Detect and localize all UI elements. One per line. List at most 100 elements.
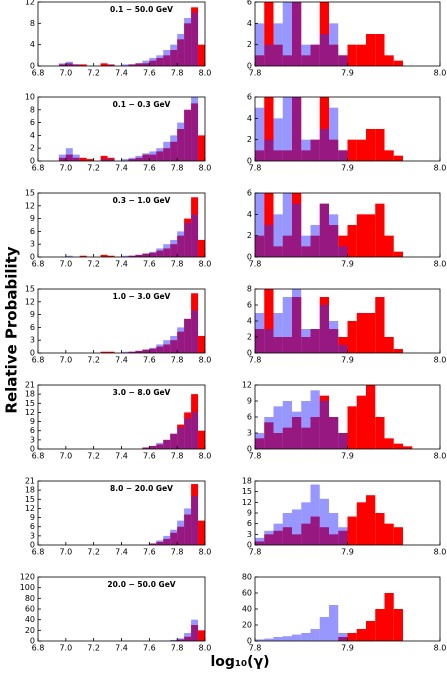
- x-tick-label: 8.0: [199, 164, 212, 173]
- y-tick-label: 12: [25, 408, 35, 417]
- bar: [163, 535, 171, 545]
- bar: [329, 107, 339, 161]
- y-tick-label: 6: [247, 519, 252, 528]
- bar: [142, 253, 150, 257]
- bar: [319, 34, 329, 66]
- bar: [121, 255, 129, 257]
- bar: [264, 139, 274, 161]
- bar: [177, 427, 185, 449]
- x-tick-label: 8.0: [199, 452, 212, 461]
- bar: [135, 350, 143, 353]
- bar: [301, 633, 311, 641]
- bar: [72, 64, 80, 66]
- bar: [128, 64, 136, 66]
- bar: [338, 433, 348, 449]
- bar: [292, 203, 302, 257]
- y-tick-label: 0: [30, 349, 35, 358]
- panel-title: 1.0 − 3.0 GeV: [113, 292, 171, 301]
- bar: [184, 633, 192, 641]
- y-tick-label: 3: [30, 531, 35, 540]
- x-tick-label: 7.9: [341, 452, 354, 461]
- y-tick-label: 8: [247, 285, 252, 294]
- y-tick-label: 100: [20, 583, 35, 592]
- bar: [384, 523, 394, 545]
- y-tick-label: 2: [247, 231, 252, 240]
- bar: [375, 297, 385, 353]
- y-tick-label: 18: [25, 486, 35, 495]
- y-tick-label: 4: [247, 114, 252, 123]
- bar: [128, 351, 136, 353]
- bar: [149, 151, 157, 161]
- bar: [65, 148, 73, 161]
- bar: [319, 203, 329, 257]
- panel-title: 0.1 − 50.0 GeV: [110, 5, 173, 14]
- bar: [329, 605, 339, 641]
- bar: [292, 634, 302, 641]
- bar: [135, 254, 143, 257]
- x-tick-label: 7.0: [59, 356, 72, 365]
- bar: [319, 129, 329, 161]
- bar: [170, 44, 178, 66]
- bar: [393, 60, 403, 66]
- bar: [356, 502, 366, 545]
- y-tick-label: 3: [30, 336, 35, 345]
- x-tick-label: 7.8: [171, 69, 184, 78]
- bar: [282, 401, 292, 449]
- bar: [163, 141, 171, 161]
- bar: [149, 445, 157, 449]
- bar: [163, 439, 171, 449]
- x-tick-label: 6.8: [32, 452, 45, 461]
- y-tick-label: 6: [30, 118, 35, 127]
- panel-title: 0.1 − 0.3 GeV: [113, 100, 171, 109]
- x-tick-label: 7.9: [341, 644, 354, 653]
- bar: [338, 55, 348, 66]
- bar: [273, 406, 283, 449]
- y-tick-label: 6: [247, 93, 252, 102]
- bar: [347, 516, 357, 545]
- bar: [100, 351, 108, 353]
- bar: [86, 159, 94, 161]
- y-tick-label: 4: [30, 40, 35, 49]
- x-tick-label: 7.0: [59, 164, 72, 173]
- x-tick-label: 7.2: [87, 69, 100, 78]
- y-tick-label: 12: [25, 201, 35, 210]
- y-tick-label: 12: [25, 504, 35, 513]
- bar: [58, 154, 66, 161]
- bar: [273, 23, 283, 66]
- bar: [366, 129, 376, 161]
- bar: [366, 385, 376, 449]
- bar: [366, 495, 376, 545]
- y-tick-label: 40: [242, 605, 252, 614]
- bar: [191, 310, 199, 353]
- bar: [319, 498, 329, 545]
- x-tick-label: 6.8: [32, 260, 45, 269]
- bar: [184, 318, 192, 353]
- bar: [177, 122, 185, 161]
- y-tick-label: 9: [247, 509, 252, 518]
- y-tick-label: 0: [30, 541, 35, 550]
- bar: [107, 255, 115, 257]
- bar: [107, 351, 115, 353]
- bar: [366, 214, 376, 257]
- x-tick-label: 7.8: [249, 69, 262, 78]
- bar: [191, 97, 199, 161]
- bar: [310, 390, 320, 449]
- x-tick-label: 7.4: [115, 356, 128, 365]
- y-tick-label: 15: [25, 189, 35, 198]
- x-tick-label: 7.0: [59, 548, 72, 557]
- bar: [142, 60, 150, 66]
- x-tick-label: 7.6: [143, 356, 156, 365]
- bar: [198, 44, 205, 66]
- bar: [292, 509, 302, 545]
- bar: [338, 246, 348, 257]
- bar: [329, 321, 339, 353]
- bar: [264, 530, 274, 545]
- bar: [329, 417, 339, 449]
- x-tick-label: 6.8: [32, 644, 45, 653]
- bar: [177, 520, 185, 545]
- y-tick-label: 6: [30, 522, 35, 531]
- x-tick-label: 8.0: [434, 452, 447, 461]
- y-tick-label: 9: [247, 397, 252, 406]
- bar: [149, 347, 157, 353]
- bar: [100, 159, 108, 161]
